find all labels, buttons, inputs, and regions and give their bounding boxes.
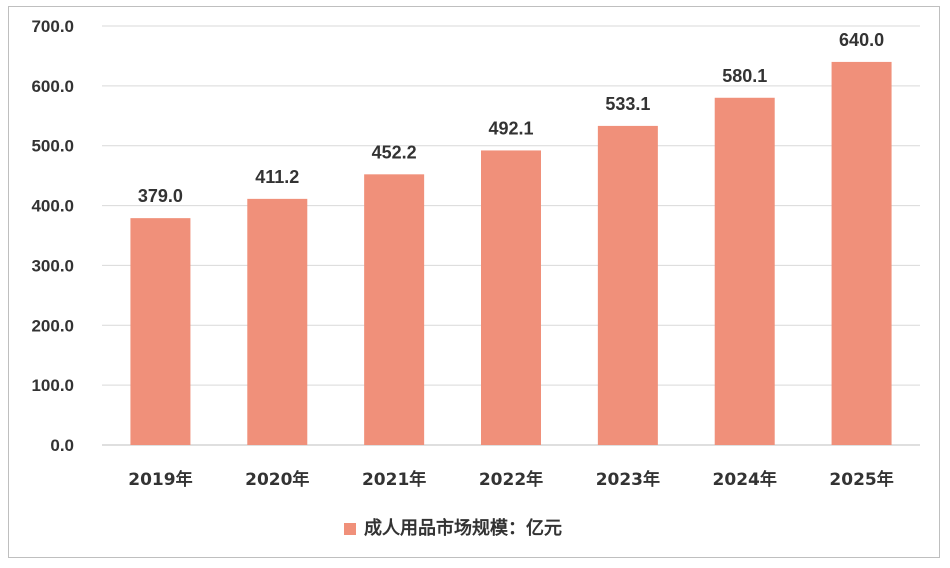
y-tick-label: 700.0: [31, 17, 74, 36]
legend-label: 成人用品市场规模：亿元: [364, 517, 562, 539]
data-label: 492.1: [488, 118, 533, 138]
x-tick-label: 2024年: [713, 469, 777, 490]
data-label: 640.0: [839, 30, 884, 50]
x-tick-label: 2020年: [245, 469, 309, 490]
bar: [364, 174, 425, 446]
y-tick-label: 0.0: [50, 436, 74, 455]
y-tick-label: 600.0: [31, 77, 74, 96]
data-label: 411.2: [255, 167, 299, 187]
data-label: 533.1: [605, 94, 650, 114]
bar: [831, 61, 892, 446]
bar: [597, 125, 658, 445]
legend-swatch: [344, 523, 356, 535]
x-tick-label: 2025年: [829, 469, 893, 490]
bar: [247, 198, 308, 445]
data-label: 580.1: [722, 66, 767, 86]
x-tick-label: 2022年: [479, 469, 543, 490]
bar: [481, 150, 541, 445]
data-label: 452.2: [372, 142, 417, 162]
x-tick-label: 2019年: [128, 469, 192, 490]
bar: [714, 97, 775, 446]
y-tick-label: 300.0: [31, 256, 74, 275]
x-tick-label: 2023年: [596, 469, 660, 490]
y-tick-label: 100.0: [31, 376, 74, 395]
x-tick-label: 2021年: [362, 469, 426, 490]
bar: [130, 218, 191, 445]
y-tick-label: 500.0: [31, 137, 74, 156]
y-tick-label: 400.0: [31, 197, 74, 216]
data-label: 379.0: [138, 186, 183, 206]
y-tick-label: 200.0: [31, 316, 74, 335]
